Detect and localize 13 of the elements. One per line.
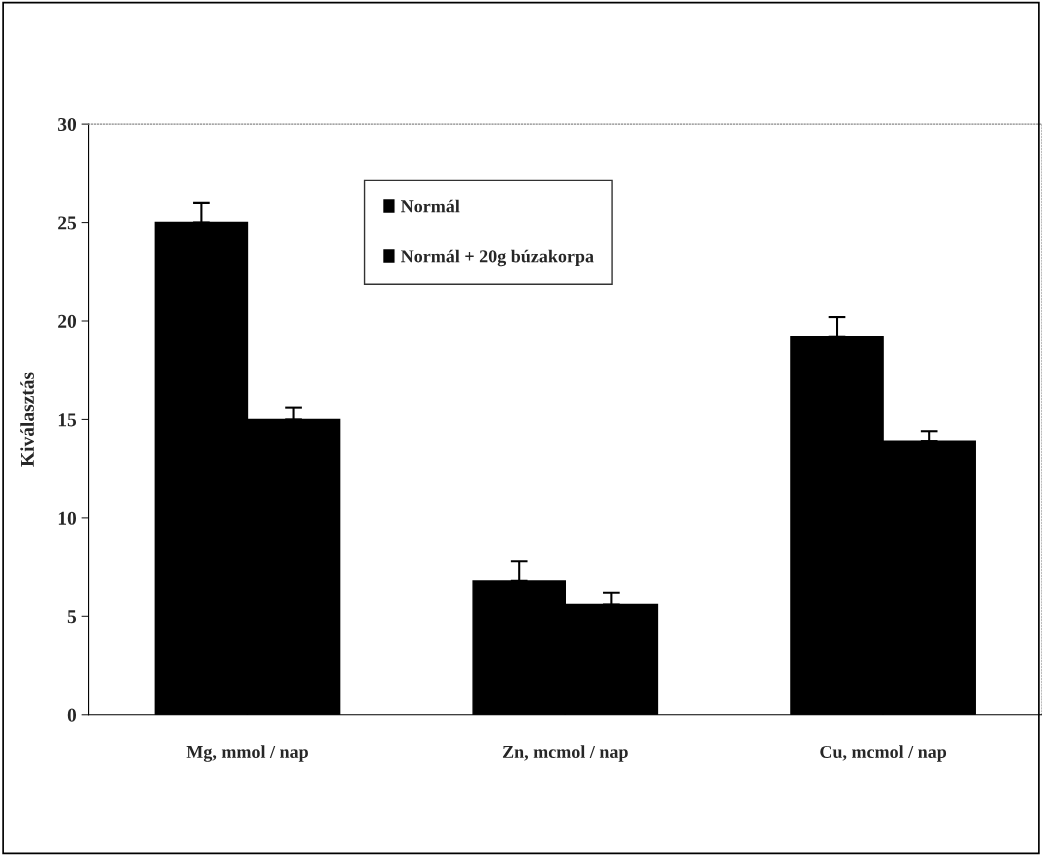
y-tick-label: 5 xyxy=(67,610,77,624)
y-tick-label: 10 xyxy=(58,511,77,525)
y-tick-label: 0 xyxy=(67,708,77,722)
legend-label: Normál xyxy=(401,199,460,213)
x-tick-label: Cu, mcmol / nap xyxy=(820,745,947,762)
y-tick-label: 20 xyxy=(58,314,77,328)
x-tick-label: Mg, mmol / nap xyxy=(186,745,308,762)
y-tick-label: 30 xyxy=(58,117,77,132)
y-axis-title: Kiválasztás xyxy=(20,372,34,467)
y-tick-label: 25 xyxy=(58,216,77,230)
x-tick-label: Zn, mcmol / nap xyxy=(502,745,628,762)
legend-label: Normál + 20g búzakorpa xyxy=(401,249,594,267)
y-tick-label: 15 xyxy=(58,413,77,427)
